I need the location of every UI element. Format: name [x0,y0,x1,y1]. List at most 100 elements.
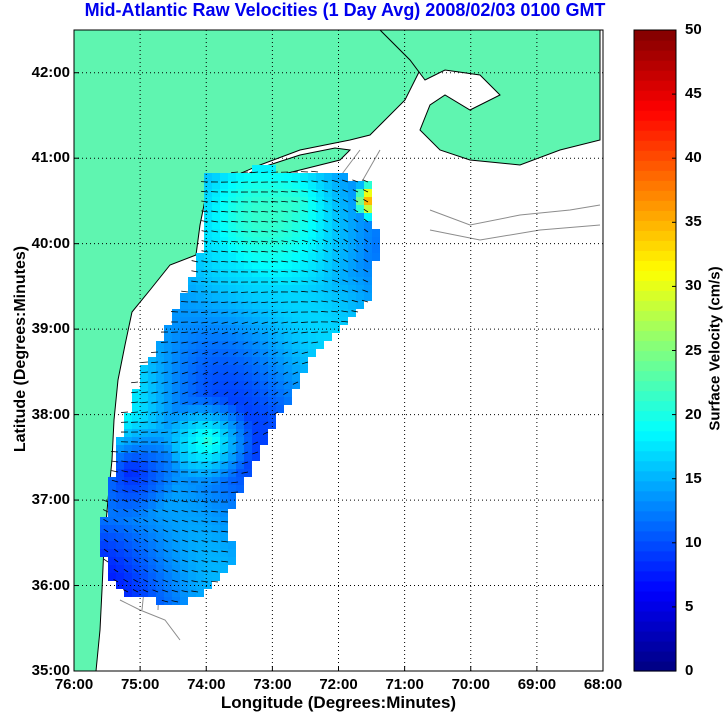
velocity-cell [132,525,140,533]
velocity-cell [212,413,220,421]
velocity-cell [196,389,204,397]
current-arrow [252,351,259,355]
velocity-cell [180,469,188,477]
current-arrow [151,431,159,433]
velocity-cell [156,477,164,485]
colorbar-swatch [634,80,676,91]
current-arrow [263,381,269,386]
current-arrow [363,258,369,263]
velocity-cell [260,165,268,173]
current-arrow [181,590,189,593]
velocity-cell [220,389,228,397]
velocity-cell [180,445,188,453]
velocity-cell [172,573,180,581]
current-arrow [243,361,249,366]
velocity-cell [124,525,132,533]
velocity-cell [252,213,260,221]
velocity-cell [188,461,196,469]
velocity-cell [260,205,268,213]
velocity-cell [308,301,316,309]
velocity-cell [244,429,252,437]
velocity-cell [116,533,124,541]
velocity-cell [324,301,332,309]
current-arrow [241,471,249,474]
velocity-cell [252,229,260,237]
current-arrow [281,220,289,223]
velocity-cell [236,189,244,197]
velocity-cell [140,437,148,445]
velocity-cell [268,357,276,365]
current-arrow [143,528,149,533]
velocity-cell [124,533,132,541]
velocity-cell [236,333,244,341]
current-arrow [202,371,209,375]
current-arrow [231,471,239,474]
velocity-cell [364,261,372,269]
colorbar-swatch [634,500,676,512]
velocity-cell [364,221,372,229]
velocity-cell [164,397,172,405]
velocity-cell [316,205,324,213]
current-arrow [301,270,309,273]
current-arrow [291,351,299,355]
current-arrow [263,371,269,376]
velocity-cell [220,373,228,381]
velocity-cell [236,365,244,373]
velocity-cell [204,213,212,221]
velocity-cell [228,453,236,461]
velocity-cell [204,261,212,269]
current-arrow [353,228,359,233]
velocity-cell [244,333,252,341]
velocity-cell [148,501,156,509]
velocity-cell [188,429,196,437]
velocity-cell [204,493,212,501]
velocity-cell [172,445,180,453]
velocity-cell [268,333,276,341]
current-arrow [352,279,359,283]
current-arrow [291,230,299,233]
velocity-cell [252,445,260,453]
velocity-cell [220,213,228,221]
current-arrow [232,331,239,335]
colorbar-swatch [634,570,676,582]
current-arrow [221,311,229,314]
velocity-cell [308,269,316,277]
velocity-cell [340,309,348,317]
current-arrow [122,489,129,493]
velocity-cell [140,501,148,509]
velocity-cell [172,541,180,549]
velocity-cell [236,477,244,485]
y-tick-label: 35:00 [31,662,70,679]
current-arrow [311,209,319,213]
current-arrow [261,311,269,314]
velocity-cell [284,381,292,389]
velocity-cell [220,429,228,437]
velocity-cell [220,509,228,517]
velocity-cell [204,557,212,565]
velocity-cell [220,405,228,413]
velocity-cell [220,357,228,365]
current-arrow [332,189,339,193]
current-arrow [212,421,219,425]
current-arrow [181,441,189,444]
x-tick-label: 75:00 [120,676,160,693]
velocity-cell [196,293,204,301]
velocity-cell [252,301,260,309]
velocity-cell [116,581,124,589]
velocity-cell [236,373,244,381]
velocity-cell [228,333,236,341]
current-arrow [212,351,219,355]
velocity-cell [244,221,252,229]
velocity-cell [132,589,140,597]
current-arrow [111,479,119,483]
current-arrow [191,431,199,435]
current-arrow [132,499,139,503]
current-arrow [191,260,199,263]
velocity-cell [188,525,196,533]
current-arrow [202,421,209,425]
current-arrow [211,270,219,273]
velocity-cell [252,333,260,341]
current-arrow [353,218,359,223]
velocity-cell [260,341,268,349]
velocity-cell [140,405,148,413]
